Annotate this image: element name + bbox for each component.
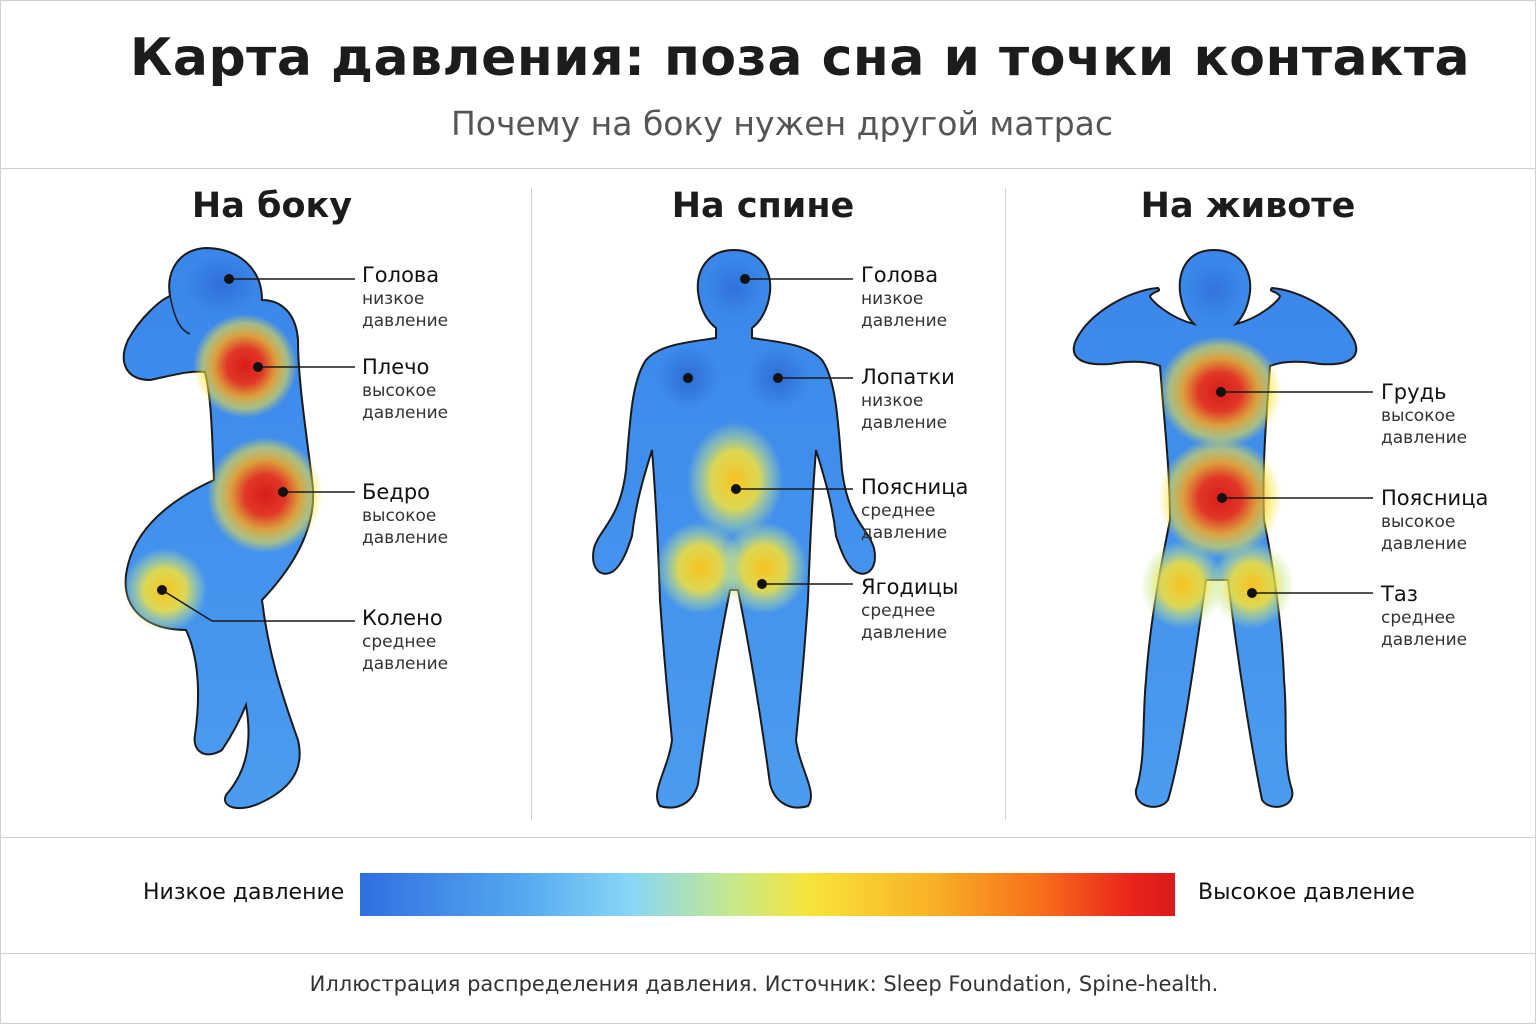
side-marker-shoulder <box>253 362 263 372</box>
point-name: Ягодицы <box>861 575 959 599</box>
panel-title-back: На спине <box>671 186 855 226</box>
panel-title-stomach: На животе <box>1140 186 1356 226</box>
stomach-label-pelvis: Таз среднее давление <box>1381 581 1471 651</box>
point-pressure: высокое давление <box>1381 512 1468 554</box>
back-buttock-right-heat <box>720 522 808 614</box>
figure-stomach <box>1073 248 1373 808</box>
panel-divider-1 <box>531 188 532 820</box>
point-name: Поясница <box>1381 486 1489 510</box>
stomach-label-chest: Грудь высокое давление <box>1381 379 1471 449</box>
side-label-knee: Колено среднее давление <box>362 605 452 675</box>
point-name: Колено <box>362 606 443 630</box>
stomach-marker-pelvis <box>1247 588 1257 598</box>
back-marker-buttock <box>757 579 767 589</box>
back-head-low-spot <box>704 258 764 318</box>
back-label-scapula: Лопатки низкое давление <box>861 364 955 434</box>
page-title: Карта давления: поза сна и точки контакт… <box>129 28 1471 88</box>
figure-side <box>122 246 355 810</box>
footer-divider <box>0 953 1536 954</box>
point-pressure: высокое давление <box>362 506 449 548</box>
point-pressure: низкое давление <box>362 289 449 331</box>
side-marker-knee <box>157 585 167 595</box>
side-head-low-spot <box>184 255 260 315</box>
side-leader-knee <box>161 589 213 622</box>
header-divider <box>0 168 1536 169</box>
legend-low-label: Низкое давление <box>143 880 345 905</box>
point-pressure: низкое давление <box>861 289 948 331</box>
point-name: Плечо <box>362 355 430 379</box>
back-label-lumbar: Поясница среднее давление <box>861 474 968 544</box>
stomach-pelvis-right-heat <box>1210 541 1294 629</box>
point-name: Поясница <box>861 475 969 499</box>
point-pressure: среднее давление <box>861 501 948 543</box>
pressure-color-scale <box>360 873 1175 916</box>
stomach-marker-chest <box>1216 387 1226 397</box>
point-name: Лопатки <box>861 365 955 389</box>
back-lumbar-heat <box>687 422 783 538</box>
point-pressure: среднее давление <box>861 601 948 643</box>
figure-back <box>592 248 876 809</box>
point-name: Голова <box>861 263 939 287</box>
point-pressure: высокое давление <box>362 381 449 423</box>
stomach-marker-lumbar <box>1217 493 1227 503</box>
panel-divider-2 <box>1005 188 1006 820</box>
point-name: Бедро <box>362 480 431 504</box>
point-pressure: высокое давление <box>1381 406 1468 448</box>
stomach-pelvis-left-heat <box>1140 541 1224 629</box>
back-label-head: Голова низкое давление <box>861 262 951 332</box>
side-label-shoulder: Плечо высокое давление <box>362 354 452 424</box>
side-arm-outline <box>169 295 191 335</box>
side-shoulder-heat <box>193 314 297 418</box>
stomach-head-low-spot <box>1184 260 1244 320</box>
point-name: Грудь <box>1381 380 1447 404</box>
stomach-label-lumbar: Поясница высокое давление <box>1381 485 1488 555</box>
side-label-head: Голова низкое давление <box>362 262 452 332</box>
panel-title-side: На боку <box>191 186 353 226</box>
back-buttock-left-heat <box>656 522 744 614</box>
source-footnote: Иллюстрация распределения давления. Исто… <box>309 972 1219 996</box>
legend-high-label: Высокое давление <box>1198 880 1415 905</box>
back-marker-lumbar <box>731 484 741 494</box>
point-pressure: среднее давление <box>362 632 449 674</box>
back-label-buttocks: Ягодицы среднее давление <box>861 574 959 644</box>
point-name: Таз <box>1381 582 1418 606</box>
side-marker-head <box>224 274 234 284</box>
back-marker-scapula-right <box>773 373 783 383</box>
legend-divider <box>0 837 1536 838</box>
side-hip-heat <box>207 437 323 553</box>
point-name: Голова <box>362 263 440 287</box>
point-pressure: среднее давление <box>1381 608 1468 650</box>
page-subtitle: Почему на боку нужен другой матрас <box>450 104 1114 143</box>
back-marker-scapula-left <box>683 373 693 383</box>
side-marker-hip <box>278 487 288 497</box>
side-label-hip: Бедро высокое давление <box>362 479 452 549</box>
back-marker-head <box>740 274 750 284</box>
point-pressure: низкое давление <box>861 391 948 433</box>
